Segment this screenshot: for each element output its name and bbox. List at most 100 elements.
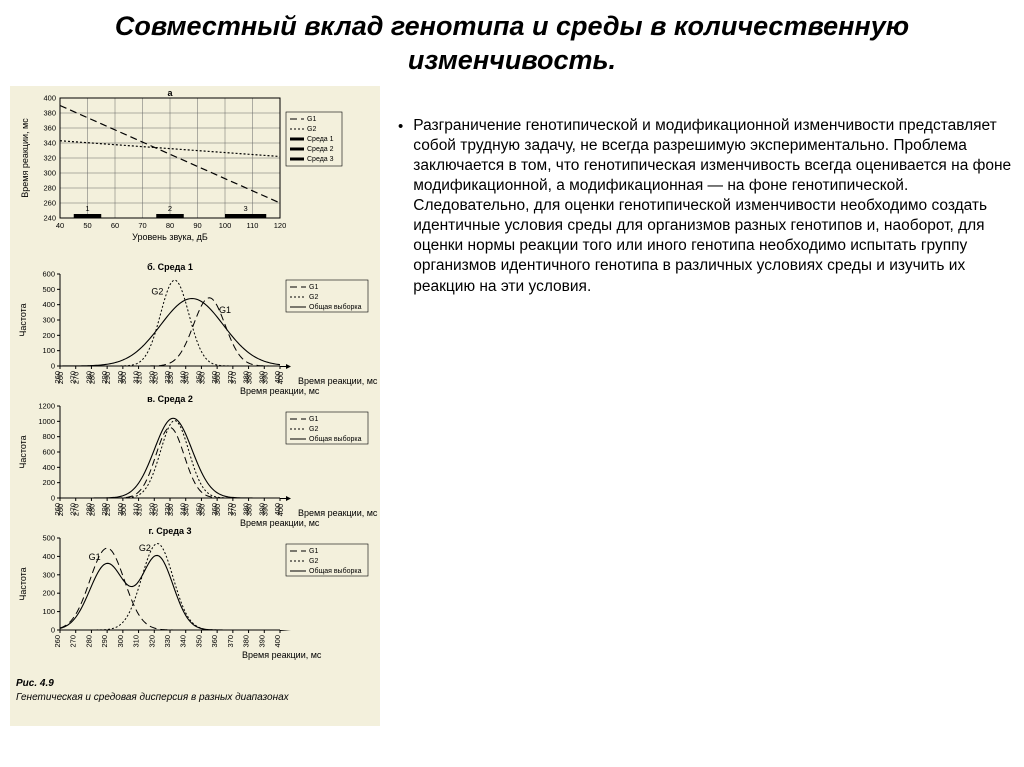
svg-text:G2: G2 (307, 126, 316, 133)
svg-text:G2: G2 (309, 558, 318, 565)
svg-text:600: 600 (42, 269, 55, 278)
svg-text:Общая выборка: Общая выборка (309, 567, 362, 575)
svg-text:Общая выборка: Общая выборка (309, 303, 362, 311)
svg-text:280: 280 (84, 635, 93, 648)
svg-text:Время реакции, мс: Время реакции, мс (20, 117, 30, 197)
svg-text:320: 320 (43, 153, 56, 162)
svg-text:350: 350 (194, 371, 203, 384)
svg-text:200: 200 (42, 588, 55, 597)
svg-text:300: 300 (42, 315, 55, 324)
svg-text:260: 260 (53, 371, 62, 384)
svg-text:G1: G1 (309, 284, 318, 291)
svg-text:Частота: Частота (18, 435, 28, 468)
svg-text:100: 100 (42, 346, 55, 355)
svg-text:Уровень звука, дБ: Уровень звука, дБ (132, 232, 208, 242)
svg-text:Частота: Частота (18, 303, 28, 336)
svg-text:500: 500 (42, 284, 55, 293)
svg-text:390: 390 (257, 503, 266, 516)
svg-text:300: 300 (116, 371, 125, 384)
svg-text:300: 300 (116, 635, 125, 648)
svg-text:330: 330 (163, 371, 172, 384)
svg-text:240: 240 (43, 213, 56, 222)
svg-text:280: 280 (84, 371, 93, 384)
svg-text:50: 50 (83, 221, 91, 230)
svg-text:300: 300 (116, 503, 125, 516)
svg-text:330: 330 (163, 503, 172, 516)
svg-text:310: 310 (132, 371, 141, 384)
svg-text:340: 340 (43, 138, 56, 147)
svg-text:200: 200 (42, 330, 55, 339)
svg-text:1000: 1000 (38, 416, 55, 425)
svg-text:б. Среда 1: б. Среда 1 (147, 262, 193, 272)
svg-text:260: 260 (53, 635, 62, 648)
svg-text:60: 60 (111, 221, 119, 230)
svg-text:370: 370 (226, 503, 235, 516)
svg-text:290: 290 (100, 371, 109, 384)
svg-text:350: 350 (194, 503, 203, 516)
svg-text:360: 360 (210, 371, 219, 384)
body-text: Разграничение генотипической и модификац… (413, 116, 1014, 297)
svg-text:G1: G1 (307, 116, 316, 123)
svg-text:320: 320 (147, 503, 156, 516)
svg-text:270: 270 (69, 503, 78, 516)
svg-text:1200: 1200 (38, 401, 55, 410)
svg-text:310: 310 (132, 503, 141, 516)
svg-text:0: 0 (51, 493, 55, 502)
svg-text:280: 280 (84, 503, 93, 516)
svg-text:3: 3 (244, 204, 248, 213)
svg-text:320: 320 (147, 371, 156, 384)
svg-text:100: 100 (219, 221, 232, 230)
svg-text:400: 400 (273, 503, 282, 516)
svg-text:G1: G1 (219, 305, 231, 315)
slide-title: Совместный вклад генотипа и среды в коли… (30, 10, 994, 78)
svg-text:Время реакции, мс: Время реакции, мс (298, 508, 378, 518)
svg-text:260: 260 (53, 503, 62, 516)
svg-text:G1: G1 (309, 416, 318, 423)
svg-text:G2: G2 (139, 542, 151, 552)
svg-text:390: 390 (257, 371, 266, 384)
svg-text:390: 390 (257, 635, 266, 648)
svg-text:380: 380 (242, 503, 251, 516)
svg-text:Время реакции, мс: Время реакции, мс (240, 518, 320, 528)
svg-text:300: 300 (42, 570, 55, 579)
svg-text:400: 400 (42, 551, 55, 560)
svg-text:0: 0 (51, 625, 55, 634)
svg-text:360: 360 (43, 123, 56, 132)
svg-text:310: 310 (132, 635, 141, 648)
svg-text:Время реакции, мс: Время реакции, мс (240, 386, 320, 396)
svg-text:360: 360 (210, 635, 219, 648)
svg-text:Общая выборка: Общая выборка (309, 435, 362, 443)
svg-text:2: 2 (168, 204, 172, 213)
svg-text:80: 80 (166, 221, 174, 230)
svg-text:330: 330 (163, 635, 172, 648)
svg-text:G2: G2 (309, 294, 318, 301)
svg-text:260: 260 (43, 198, 56, 207)
svg-text:800: 800 (42, 432, 55, 441)
svg-text:340: 340 (179, 635, 188, 648)
svg-text:200: 200 (42, 478, 55, 487)
svg-text:G1: G1 (89, 552, 101, 562)
svg-text:360: 360 (210, 503, 219, 516)
svg-text:290: 290 (100, 503, 109, 516)
figure-panel: 2402602803003203403603804004050607080901… (10, 86, 380, 726)
svg-text:G2: G2 (309, 426, 318, 433)
svg-text:300: 300 (43, 168, 56, 177)
bullet-icon: • (398, 116, 403, 297)
svg-text:Среда 3: Среда 3 (307, 156, 334, 163)
svg-text:90: 90 (193, 221, 201, 230)
body-paragraph: • Разграничение генотипической и модифик… (398, 116, 1014, 297)
svg-text:400: 400 (273, 635, 282, 648)
svg-text:270: 270 (69, 371, 78, 384)
svg-text:380: 380 (242, 635, 251, 648)
svg-text:340: 340 (179, 371, 188, 384)
svg-text:0: 0 (51, 361, 55, 370)
svg-text:70: 70 (138, 221, 146, 230)
svg-text:Генетическая и средовая диспер: Генетическая и средовая дисперсия в разн… (16, 692, 290, 703)
svg-text:G2: G2 (151, 286, 163, 296)
svg-text:120: 120 (274, 221, 287, 230)
svg-text:Рис. 4.9: Рис. 4.9 (16, 678, 54, 689)
svg-text:290: 290 (100, 635, 109, 648)
svg-text:в. Среда 2: в. Среда 2 (147, 394, 193, 404)
svg-text:400: 400 (43, 93, 56, 102)
svg-text:100: 100 (42, 607, 55, 616)
